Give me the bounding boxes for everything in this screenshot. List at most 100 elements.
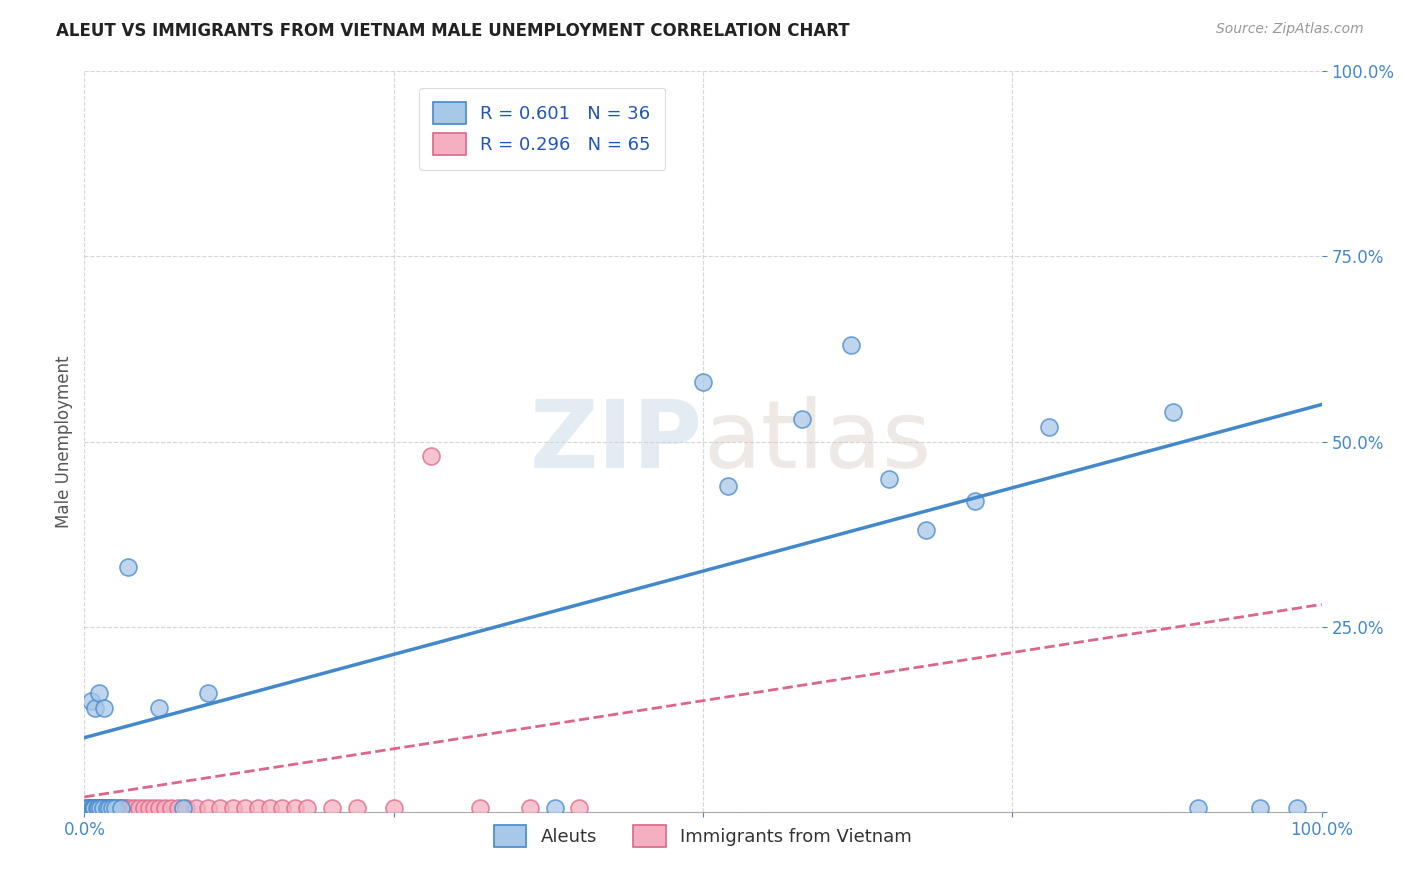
Point: [167, 801, 190, 815]
Point: [80, 801, 103, 815]
Point: [89, 801, 111, 815]
Point: [284, 801, 307, 815]
Point: [80, 801, 103, 815]
Point: [543, 801, 565, 815]
Point: [1161, 405, 1184, 419]
Point: [86, 801, 108, 815]
Point: [148, 801, 170, 815]
Point: [519, 801, 541, 815]
Legend: Aleuts, Immigrants from Vietnam: Aleuts, Immigrants from Vietnam: [486, 818, 920, 855]
Point: [89, 686, 111, 700]
Point: [77, 801, 100, 815]
Point: [76, 801, 98, 815]
Point: [184, 801, 207, 815]
Point: [96, 801, 118, 815]
Text: ZIP: ZIP: [530, 395, 703, 488]
Point: [117, 560, 139, 574]
Point: [77, 801, 100, 815]
Point: [82, 801, 104, 815]
Point: [84, 801, 107, 815]
Point: [172, 801, 194, 815]
Text: ALEUT VS IMMIGRANTS FROM VIETNAM MALE UNEMPLOYMENT CORRELATION CHART: ALEUT VS IMMIGRANTS FROM VIETNAM MALE UN…: [56, 22, 849, 40]
Point: [877, 471, 900, 485]
Point: [1285, 801, 1308, 815]
Point: [89, 801, 111, 815]
Point: [914, 524, 936, 538]
Point: [841, 338, 863, 352]
Point: [346, 801, 368, 815]
Point: [717, 479, 740, 493]
Point: [104, 801, 127, 815]
Point: [108, 801, 131, 815]
Point: [76, 801, 98, 815]
Point: [89, 801, 111, 815]
Point: [79, 801, 101, 815]
Point: [84, 801, 107, 815]
Point: [87, 801, 110, 815]
Point: [233, 801, 256, 815]
Point: [87, 801, 110, 815]
Point: [96, 801, 118, 815]
Point: [138, 801, 160, 815]
Point: [75, 801, 97, 815]
Point: [222, 801, 245, 815]
Point: [118, 801, 141, 815]
Point: [295, 801, 318, 815]
Point: [790, 412, 813, 426]
Point: [965, 493, 987, 508]
Point: [115, 801, 138, 815]
Point: [90, 801, 112, 815]
Point: [93, 801, 115, 815]
Y-axis label: Male Unemployment: Male Unemployment: [55, 355, 73, 528]
Point: [122, 801, 145, 815]
Text: Source: ZipAtlas.com: Source: ZipAtlas.com: [1216, 22, 1364, 37]
Point: [94, 801, 117, 815]
Point: [83, 801, 105, 815]
Text: atlas: atlas: [703, 395, 931, 488]
Point: [79, 801, 101, 815]
Point: [110, 801, 132, 815]
Point: [103, 801, 125, 815]
Point: [98, 801, 121, 815]
Point: [79, 801, 101, 815]
Point: [80, 801, 103, 815]
Point: [91, 801, 114, 815]
Point: [79, 694, 101, 708]
Point: [174, 801, 197, 815]
Point: [77, 801, 100, 815]
Point: [97, 801, 120, 815]
Point: [128, 801, 150, 815]
Point: [197, 801, 219, 815]
Point: [142, 801, 165, 815]
Point: [105, 801, 128, 815]
Point: [84, 701, 107, 715]
Point: [93, 801, 115, 815]
Point: [271, 801, 294, 815]
Point: [209, 801, 232, 815]
Point: [93, 701, 115, 715]
Point: [197, 686, 219, 700]
Point: [153, 801, 176, 815]
Point: [83, 801, 105, 815]
Point: [100, 801, 122, 815]
Point: [160, 801, 183, 815]
Point: [382, 801, 405, 815]
Point: [110, 801, 132, 815]
Point: [82, 801, 104, 815]
Point: [470, 801, 492, 815]
Point: [321, 801, 343, 815]
Point: [112, 801, 135, 815]
Point: [82, 801, 104, 815]
Point: [246, 801, 269, 815]
Point: [86, 801, 108, 815]
Point: [568, 801, 591, 815]
Point: [86, 801, 108, 815]
Point: [148, 701, 170, 715]
Point: [79, 801, 101, 815]
Point: [83, 801, 105, 815]
Point: [132, 801, 155, 815]
Point: [89, 801, 111, 815]
Point: [1187, 801, 1209, 815]
Point: [1038, 419, 1060, 434]
Point: [259, 801, 281, 815]
